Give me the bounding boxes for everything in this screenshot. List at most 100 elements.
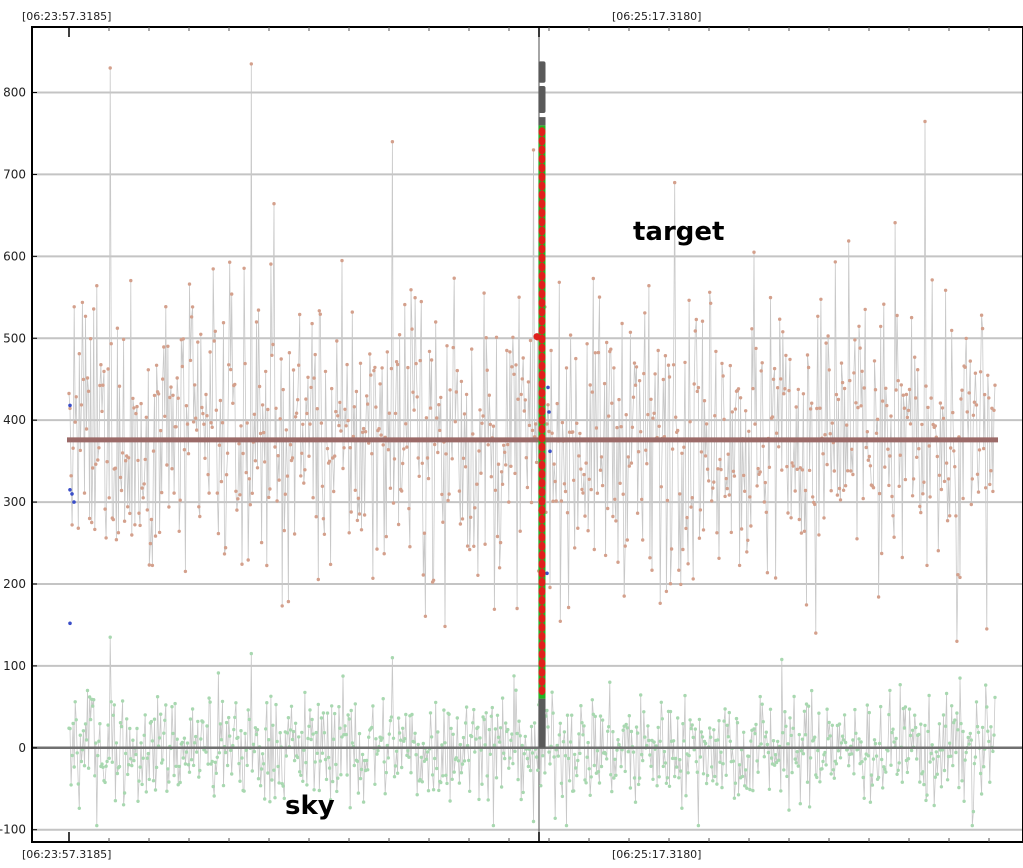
sky-series-point <box>588 793 592 797</box>
sky-series-point <box>195 750 199 754</box>
sky-series-point <box>753 731 757 736</box>
target-series-point <box>299 474 303 478</box>
sky-series-point <box>812 738 816 742</box>
target-series-point <box>763 480 767 485</box>
sky-series-point <box>374 737 378 741</box>
sky-series-point <box>460 762 465 766</box>
sky-series-point <box>103 780 107 785</box>
sky-series-point <box>687 753 691 758</box>
target-series-point <box>353 488 357 492</box>
target-series-point <box>946 477 951 481</box>
target-series-point <box>901 393 905 397</box>
sky-series-point <box>399 738 403 742</box>
target-series-point <box>760 361 764 365</box>
sky-series-point <box>747 754 751 758</box>
target-series-point <box>548 585 552 590</box>
target-series-point <box>150 563 155 568</box>
target-series-point <box>787 388 791 393</box>
target-series-point <box>218 398 223 403</box>
sky-series-point <box>722 719 726 723</box>
sky-series-point <box>800 737 805 741</box>
marker-red-point <box>538 577 546 587</box>
target-series-point <box>624 413 628 417</box>
target-series-point <box>897 484 901 488</box>
target-series-point <box>922 480 926 484</box>
target-series-point <box>170 467 174 471</box>
x-tick-label-top-0: [06:23:57.3185] <box>22 10 111 23</box>
sky-series-point <box>517 719 521 723</box>
sky-series-point <box>825 707 829 711</box>
target-series-point <box>765 571 770 575</box>
target-series-point <box>437 403 441 407</box>
target-series-point <box>881 399 885 403</box>
sky-series-point <box>321 711 326 715</box>
target-series-point <box>444 452 448 456</box>
sky-series-point <box>433 756 437 761</box>
sky-series-point <box>933 775 937 779</box>
sky-series-point <box>841 738 846 742</box>
target-series-point <box>268 487 272 491</box>
target-series-point <box>874 431 879 435</box>
target-series-point <box>596 350 601 355</box>
sky-series-point <box>419 755 423 759</box>
target-series-point <box>653 372 657 376</box>
target-series-point <box>165 463 169 467</box>
target-series-point <box>858 346 862 350</box>
target-series-point <box>975 472 980 476</box>
sky-series-point <box>87 695 92 699</box>
target-series-point <box>704 422 709 426</box>
target-series-point <box>157 530 162 535</box>
target-series-point <box>138 523 142 528</box>
target-series-point <box>510 365 514 369</box>
sky-series-point <box>682 739 686 743</box>
target-series-point <box>208 350 212 354</box>
sky-series-point <box>826 737 830 741</box>
sky-series-point <box>917 732 921 737</box>
target-series-point <box>380 366 384 370</box>
target-series-point <box>720 361 724 366</box>
target-series-point <box>171 393 175 397</box>
marker-red-point <box>538 595 546 605</box>
target-series-point <box>533 422 538 426</box>
target-series-point <box>146 368 150 372</box>
sky-series-point <box>944 691 949 696</box>
sky-series-point <box>853 707 857 712</box>
target-series-point <box>833 260 837 264</box>
sky-series-point <box>565 713 570 717</box>
target-series-point <box>984 486 988 490</box>
sky-series-point <box>520 743 524 748</box>
sky-series-point <box>896 768 900 772</box>
target-series-point <box>657 424 661 428</box>
sky-series-point <box>387 732 391 736</box>
target-series-point <box>214 408 218 412</box>
target-series-point <box>493 488 498 492</box>
target-series-point <box>746 538 750 542</box>
sky-series-point <box>681 722 685 726</box>
sky-series-point <box>268 800 272 804</box>
target-series-point <box>344 424 348 428</box>
target-series-point <box>497 566 502 570</box>
target-series-point <box>623 544 627 548</box>
sky-series-point <box>951 763 955 768</box>
sky-series-point <box>580 721 584 725</box>
sky-series-point <box>934 750 938 754</box>
sky-series-point <box>445 781 449 786</box>
sky-series-point <box>957 785 961 790</box>
sky-series-point <box>805 780 810 784</box>
sky-series-point <box>530 751 535 755</box>
sky-series-point <box>626 750 630 754</box>
sky-series-point <box>136 799 140 803</box>
sky-series-point <box>627 714 631 718</box>
sky-series-point <box>476 725 480 729</box>
sky-series-point <box>792 694 796 699</box>
sky-series-point <box>181 756 185 760</box>
marker-red-point <box>538 226 546 236</box>
target-series-point <box>508 350 512 354</box>
marker-red-point <box>538 262 546 272</box>
marker-red-point <box>538 316 546 326</box>
target-series-point <box>956 573 960 577</box>
sky-series-point <box>244 748 248 752</box>
target-series-point <box>564 366 569 370</box>
target-series-point <box>320 484 325 488</box>
sky-series-point <box>610 789 614 794</box>
